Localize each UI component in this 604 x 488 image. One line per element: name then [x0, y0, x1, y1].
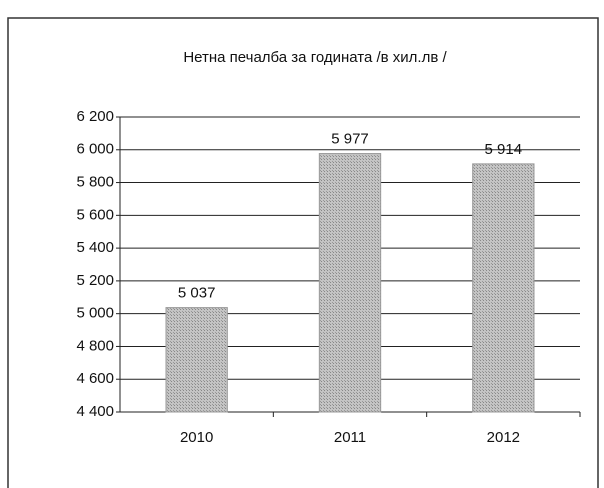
y-tick-label: 5 000	[76, 305, 114, 322]
y-tick-label: 4 800	[76, 337, 114, 354]
frame	[7, 17, 599, 488]
y-tick-label: 5 800	[76, 174, 114, 191]
bar	[165, 307, 228, 413]
chart-title: Нетна печалба за годината /в хил.лв /	[183, 49, 447, 66]
y-tick-label: 5 600	[76, 206, 114, 223]
value-label: 5 977	[331, 131, 369, 148]
x-tick-label: 2012	[487, 429, 520, 446]
y-tick-label: 5 400	[76, 239, 114, 256]
y-tick-label: 5 200	[76, 272, 114, 289]
y-tick-label: 4 400	[76, 403, 114, 420]
value-label: 5 037	[178, 285, 216, 302]
y-tick-label: 6 000	[76, 141, 114, 158]
x-tick-label: 2011	[334, 429, 366, 446]
x-tick-label: 2010	[180, 429, 213, 446]
value-label: 5 914	[485, 141, 523, 158]
bar	[318, 153, 382, 413]
y-tick-label: 6 200	[76, 108, 114, 125]
bar	[472, 163, 535, 413]
y-tick-label: 4 600	[76, 370, 114, 387]
